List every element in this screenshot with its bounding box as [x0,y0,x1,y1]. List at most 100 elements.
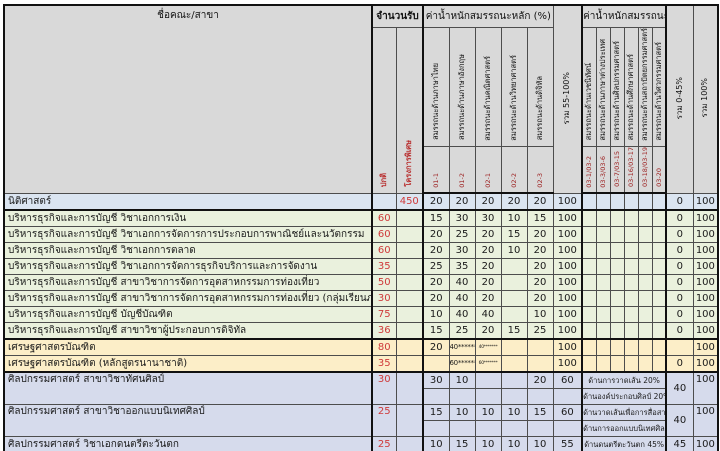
cell-core-02-1[interactable]: 60******* [474,355,502,373]
cell-core-02-3[interactable]: 20 [526,290,554,308]
cell-specific-03-7-03-15[interactable] [609,322,625,340]
cell-specific-03-18-03-19[interactable] [637,226,653,244]
cell-specific-03-3-03-6[interactable] [595,226,611,244]
cell-core-02-1[interactable]: 20 [474,258,502,276]
cell-grand-total[interactable]: 100 [692,209,719,228]
cell-admission-special[interactable] [395,209,425,228]
cell-core-01-2[interactable] [448,420,476,438]
cell-core-02-3[interactable] [526,355,554,373]
cell-specific-03-7-03-15[interactable] [609,258,625,276]
cell-specific-03-3-03-6[interactable] [595,355,611,373]
cell-core-01-2[interactable]: 15 [448,436,476,451]
cell-specific-03-16-03-17[interactable] [623,209,639,228]
cell-specific-note[interactable]: ด้านการออกแบบนิเทศศิลป์ 20% [581,420,668,438]
cell-core-01-1[interactable]: 20 [422,274,450,292]
cell-admission-special[interactable] [395,258,425,276]
cell-core-01-2[interactable]: 40 [448,290,476,308]
cell-admission-special[interactable] [395,436,425,451]
cell-specific-total[interactable]: 45 [665,436,694,451]
cell-specific-03-1-03-2[interactable] [581,322,597,340]
cell-specific-03-7-03-15[interactable] [609,242,625,260]
cell-specific-03-1-03-2[interactable] [581,192,597,211]
cell-grand-total[interactable]: 100 [692,192,719,211]
cell-faculty-name[interactable]: ศิลปกรรมศาสตร์ สาขาวิชาออกแบบนิเทศศิลป์ [3,404,373,438]
cell-core-02-1[interactable] [474,420,502,438]
cell-core-total[interactable] [552,420,584,438]
cell-specific-03-20[interactable] [651,338,668,357]
cell-core-02-2[interactable] [500,420,528,438]
cell-core-01-2[interactable]: 25 [448,226,476,244]
cell-specific-03-3-03-6[interactable] [595,258,611,276]
cell-faculty-name[interactable]: บริหารธุรกิจและการบัญชี สาขาวิชาการจัดกา… [3,290,373,308]
cell-core-02-3[interactable]: 15 [526,404,554,422]
cell-admission-special[interactable] [395,355,425,373]
cell-specific-03-7-03-15[interactable] [609,290,625,308]
cell-core-02-1[interactable]: 20 [474,226,502,244]
cell-core-01-1[interactable]: 15 [422,209,450,228]
cell-admission-normal[interactable]: 25 [371,404,397,438]
cell-faculty-name[interactable]: บริหารธุรกิจและการบัญชี วิชาเอกการจัดการ… [3,226,373,244]
cell-core-02-1[interactable] [474,388,502,406]
cell-core-01-1[interactable]: 10 [422,436,450,451]
cell-faculty-name[interactable]: เศรษฐศาสตรบัณฑิต (หลักสูตรนานาชาติ) [3,355,373,373]
cell-admission-normal[interactable]: 80 [371,338,397,357]
cell-specific-note[interactable]: ด้านองค์ประกอบศิลป์ 20% [581,388,668,406]
cell-specific-03-18-03-19[interactable] [637,258,653,276]
cell-specific-03-16-03-17[interactable] [623,306,639,324]
cell-faculty-name[interactable]: บริหารธุรกิจและการบัญชี วิชาเอกการจัดการ… [3,258,373,276]
cell-specific-total[interactable]: 0 [665,290,694,308]
cell-core-02-3[interactable] [526,338,554,357]
cell-core-total[interactable]: 100 [552,226,584,244]
cell-specific-03-18-03-19[interactable] [637,290,653,308]
cell-core-01-1[interactable]: 10 [422,306,450,324]
cell-specific-total[interactable]: 0 [665,226,694,244]
cell-specific-03-18-03-19[interactable] [637,338,653,357]
cell-core-02-3[interactable]: 10 [526,306,554,324]
cell-grand-total[interactable]: 100 [692,404,719,438]
cell-specific-total[interactable]: 0 [665,274,694,292]
cell-specific-03-16-03-17[interactable] [623,322,639,340]
cell-core-02-2[interactable] [500,290,528,308]
cell-core-total[interactable] [552,388,584,406]
cell-core-02-1[interactable]: 20 [474,322,502,340]
cell-core-02-2[interactable] [500,371,528,390]
cell-core-01-2[interactable]: 40 [448,306,476,324]
cell-specific-total[interactable]: 0 [665,355,694,373]
cell-admission-special[interactable] [395,290,425,308]
cell-faculty-name[interactable]: บริหารธุรกิจและการบัญชี วิชาเอกการตลาด [3,242,373,260]
cell-core-01-1[interactable]: 20 [422,226,450,244]
cell-specific-total[interactable]: 0 [665,209,694,228]
cell-admission-normal[interactable]: 75 [371,306,397,324]
cell-faculty-name[interactable]: บริหารธุรกิจและการบัญชี สาขาวิชาผู้ประกอ… [3,322,373,340]
cell-specific-03-16-03-17[interactable] [623,258,639,276]
cell-core-02-1[interactable]: 10 [474,404,502,422]
cell-specific-03-7-03-15[interactable] [609,226,625,244]
cell-core-02-2[interactable]: 15 [500,322,528,340]
cell-core-total[interactable]: 100 [552,192,584,211]
cell-specific-03-18-03-19[interactable] [637,306,653,324]
cell-faculty-name[interactable]: ศิลปกรรมศาสตร์ สาขาวิชาทัศนศิลป์ [3,371,373,406]
cell-admission-special[interactable] [395,306,425,324]
cell-specific-03-3-03-6[interactable] [595,338,611,357]
cell-core-total[interactable]: 100 [552,209,584,228]
cell-admission-special[interactable] [395,338,425,357]
cell-grand-total[interactable]: 100 [692,355,719,373]
cell-admission-normal[interactable]: 35 [371,355,397,373]
cell-specific-03-20[interactable] [651,258,668,276]
cell-admission-special[interactable]: 450 [395,192,425,211]
cell-specific-note[interactable]: ด้านการวาดเส้น 20% [581,371,668,390]
cell-grand-total[interactable]: 100 [692,242,719,260]
cell-core-02-2[interactable]: 10 [500,436,528,451]
cell-specific-03-16-03-17[interactable] [623,242,639,260]
cell-specific-03-1-03-2[interactable] [581,258,597,276]
cell-core-02-3[interactable]: 20 [526,242,554,260]
cell-core-02-3[interactable] [526,420,554,438]
cell-core-01-1[interactable]: 15 [422,322,450,340]
cell-core-02-3[interactable]: 20 [526,192,554,211]
cell-grand-total[interactable]: 100 [692,371,719,406]
cell-specific-03-20[interactable] [651,192,668,211]
cell-admission-normal[interactable]: 60 [371,226,397,244]
cell-core-02-2[interactable] [500,338,528,357]
cell-core-01-1[interactable] [422,420,450,438]
cell-specific-03-16-03-17[interactable] [623,274,639,292]
